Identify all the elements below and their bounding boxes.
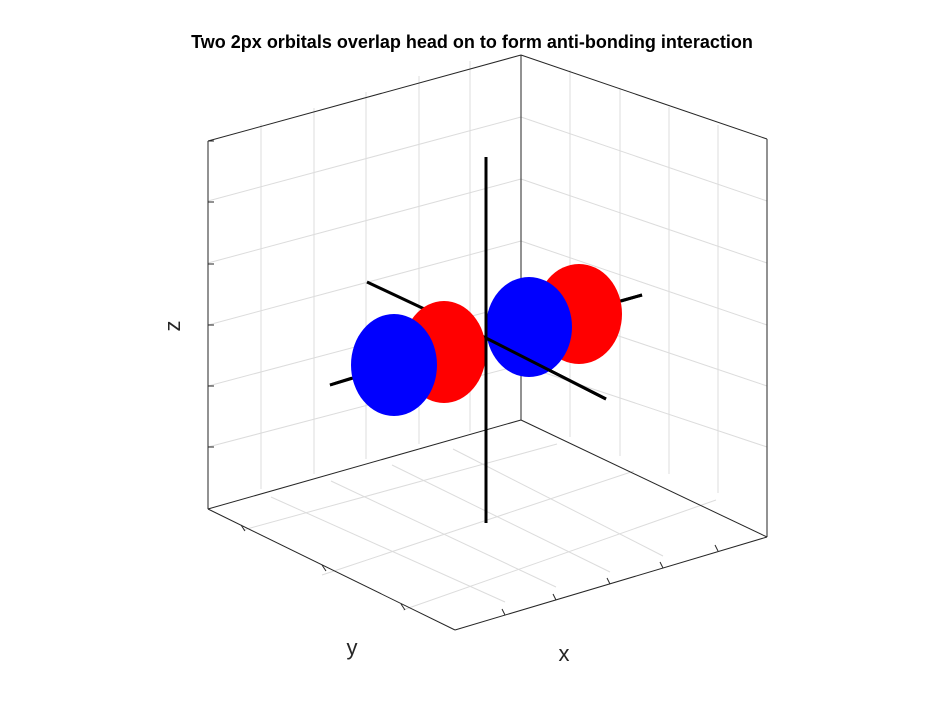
x-axis-label: x — [559, 641, 570, 666]
front-axis-segments — [329, 293, 643, 523]
figure-title: Two 2px orbitals overlap head on to form… — [191, 32, 753, 52]
left-orbital-blue-lobe — [351, 314, 437, 416]
axis-ticks — [208, 140, 719, 616]
back-wall-gridlines — [207, 61, 768, 611]
z-axis-label: z — [160, 321, 185, 332]
y-axis-label: y — [347, 635, 358, 660]
right-orbital-blue-lobe — [486, 277, 572, 377]
left-2px-orbital — [351, 301, 486, 416]
right-2px-orbital — [486, 264, 622, 377]
